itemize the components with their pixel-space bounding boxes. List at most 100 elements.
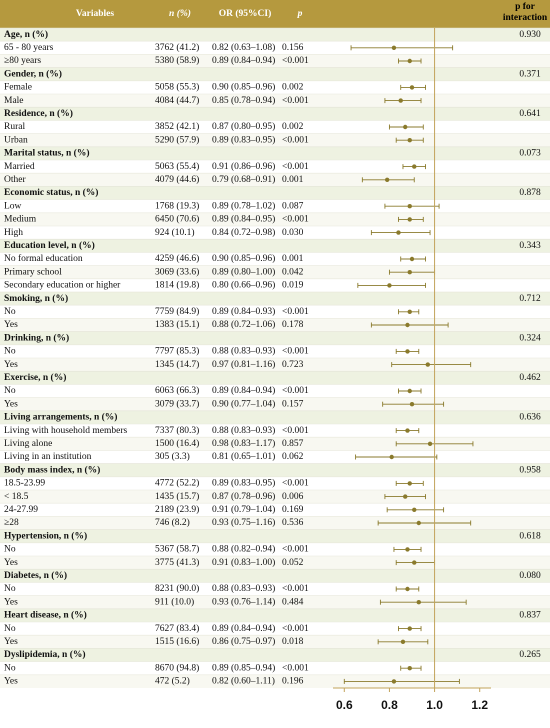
or-ci-cell: 0.89 (0.85–0.94)	[212, 662, 275, 673]
p-cell: 0.001	[282, 175, 304, 185]
row-label: No	[4, 386, 16, 396]
group-row-bg	[0, 608, 550, 622]
or-ci-cell: 0.81 (0.65–1.01)	[212, 451, 275, 462]
p-cell: <0.001	[282, 307, 309, 317]
or-ci-cell: 0.88 (0.83–0.93)	[212, 346, 275, 357]
group-label: Diabetes, n (%)	[4, 570, 67, 581]
or-point	[412, 164, 417, 169]
n-cell: 1345 (14.7)	[155, 359, 199, 370]
row-label: Female	[4, 83, 32, 93]
or-ci-cell: 0.89 (0.84–0.94)	[212, 385, 275, 396]
p-cell: <0.001	[282, 347, 309, 357]
row-bg	[0, 476, 550, 490]
row-bg	[0, 424, 550, 438]
header-p: p	[297, 9, 303, 19]
x-tick-label: 0.6	[336, 698, 353, 712]
n-cell: 8231 (90.0)	[155, 583, 199, 594]
or-ci-cell: 0.89 (0.84–0.94)	[212, 623, 275, 634]
n-cell: 3079 (33.7)	[155, 398, 199, 409]
row-label: Living alone	[4, 439, 52, 449]
or-ci-cell: 0.88 (0.83–0.93)	[212, 583, 275, 594]
or-ci-cell: 0.87 (0.80–0.95)	[212, 121, 275, 132]
row-bg	[0, 199, 550, 213]
row-bg	[0, 120, 550, 134]
or-ci-cell: 0.93 (0.75–1.16)	[212, 517, 275, 528]
n-cell: 7627 (83.4)	[155, 623, 199, 634]
group-row-bg	[0, 371, 550, 385]
row-bg	[0, 661, 550, 675]
or-point	[409, 256, 415, 262]
p-cell: <0.001	[282, 479, 309, 489]
n-cell: 1814 (19.8)	[155, 280, 199, 291]
row-label: Living in an institution	[4, 452, 92, 462]
x-tick-label: 0.8	[381, 698, 398, 712]
forest-plot: 0.6 0.8 1.0 1.2	[333, 28, 491, 712]
or-ci-cell: 0.89 (0.84–0.94)	[212, 55, 275, 66]
or-point	[396, 230, 401, 235]
row-label: Yes	[4, 677, 18, 687]
or-ci-cell: 0.88 (0.83–0.93)	[212, 425, 275, 436]
or-point	[407, 626, 412, 631]
row-label: No	[4, 307, 16, 317]
or-ci-cell: 0.88 (0.72–1.06)	[212, 319, 275, 330]
p-cell: 0.006	[282, 492, 304, 502]
row-label: Urban	[4, 135, 28, 145]
group-label: Age, n (%)	[4, 29, 48, 40]
row-label: Living with household members	[4, 426, 128, 436]
p-cell: 0.062	[282, 452, 304, 462]
n-cell: 5063 (55.4)	[155, 161, 199, 172]
n-cell: 6063 (66.3)	[155, 385, 199, 396]
n-cell: 1515 (16.6)	[155, 636, 199, 647]
rows: Age, n (%) 0.930 65 - 80 years 3762 (41.2) 0…	[0, 27, 550, 688]
p-cell: 0.156	[282, 43, 304, 53]
row-label: Medium	[4, 215, 37, 225]
group-label: Living arrangements, n (%)	[4, 412, 117, 423]
group-row-bg	[0, 107, 550, 121]
row-label: ≥80 years	[4, 56, 41, 66]
or-point	[407, 204, 412, 209]
n-cell: 1768 (19.3)	[155, 200, 199, 211]
p-interaction: 0.878	[519, 188, 541, 198]
group-row-bg	[0, 463, 550, 477]
group-label: Heart disease, n (%)	[4, 610, 87, 621]
row-label: Secondary education or higher	[4, 281, 121, 291]
n-cell: 3775 (41.3)	[155, 557, 199, 568]
row-label: Primary school	[4, 267, 62, 277]
group-row-bg	[0, 67, 550, 81]
row-label: No	[4, 347, 16, 357]
row-label: 18.5-23.99	[4, 479, 45, 489]
p-interaction: 0.265	[519, 650, 541, 660]
or-point	[407, 58, 412, 64]
row-bg	[0, 556, 550, 570]
p-interaction: 0.343	[519, 241, 541, 251]
n-cell: 3852 (42.1)	[155, 121, 199, 132]
n-cell: 3762 (41.2)	[155, 42, 199, 53]
n-cell: 924 (10.1)	[155, 227, 195, 238]
n-cell: 5367 (58.7)	[155, 544, 199, 555]
or-ci-cell: 0.97 (0.81–1.16)	[212, 359, 275, 370]
group-row-bg	[0, 146, 550, 160]
p-cell: 0.087	[282, 201, 304, 211]
or-ci-cell: 0.86 (0.75–0.97)	[212, 636, 275, 647]
row-label: Other	[4, 175, 26, 185]
group-row-bg	[0, 529, 550, 543]
p-cell: <0.001	[282, 545, 309, 555]
row-bg	[0, 582, 550, 596]
p-cell: 0.536	[282, 518, 304, 528]
p-cell: 0.484	[282, 597, 304, 607]
or-point	[407, 481, 412, 486]
row-label: Yes	[4, 320, 18, 330]
p-cell: <0.001	[282, 215, 309, 225]
group-label: Economic status, n (%)	[4, 187, 98, 198]
n-cell: 4772 (52.2)	[155, 478, 199, 489]
group-row-bg	[0, 292, 550, 306]
p-interaction: 0.080	[519, 571, 541, 581]
header-bar	[0, 0, 550, 28]
x-tick-label: 1.2	[471, 698, 488, 712]
or-ci-cell: 0.89 (0.83–0.95)	[212, 478, 275, 489]
row-label: Yes	[4, 558, 18, 568]
or-point	[405, 547, 410, 552]
or-ci-cell: 0.84 (0.72–0.98)	[212, 227, 275, 238]
p-cell: 0.002	[282, 83, 304, 93]
n-cell: 472 (5.2)	[155, 676, 190, 687]
